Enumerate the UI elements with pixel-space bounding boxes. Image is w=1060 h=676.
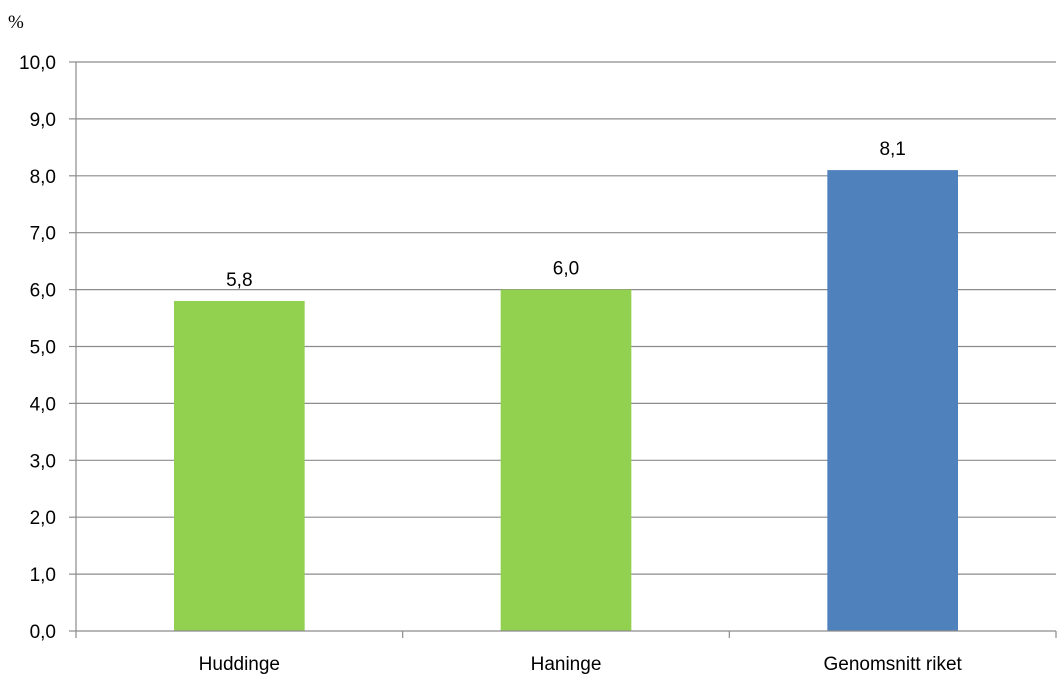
x-axis <box>75 62 1057 638</box>
bars <box>174 170 958 632</box>
bar-huddinge <box>174 300 305 631</box>
category-label: Genomsnitt riket <box>824 654 963 675</box>
category-label: Huddinge <box>199 654 280 675</box>
data-label: 6,0 <box>553 259 579 280</box>
y-axis-unit-label: % <box>8 12 24 33</box>
data-label: 8,1 <box>879 139 905 160</box>
y-axis-tick-labels: 0,0 1,0 2,0 3,0 4,0 5,0 6,0 7,0 8,0 9,0 10,0 <box>19 53 56 643</box>
y-tick-label: 1,0 <box>30 565 56 586</box>
y-tick-label: 3,0 <box>30 451 56 472</box>
category-labels: Huddinge Haninge Genomsnitt riket <box>199 654 963 675</box>
y-tick-label: 6,0 <box>30 281 56 302</box>
y-tick-label: 7,0 <box>30 224 56 245</box>
y-tick-label: 5,0 <box>30 338 56 359</box>
y-tick-label: 0,0 <box>30 622 56 643</box>
bar-haninge <box>500 289 632 631</box>
y-tick-label: 10,0 <box>19 53 56 74</box>
data-label: 5,8 <box>226 270 252 291</box>
data-labels: 5,8 6,0 8,1 <box>226 139 906 291</box>
bar-genomsnitt-riket <box>827 170 958 632</box>
y-tick-label: 8,0 <box>30 167 56 188</box>
y-tick-label: 9,0 <box>30 110 56 131</box>
y-tick-label: 4,0 <box>30 394 56 415</box>
y-tick-label: 2,0 <box>30 508 56 529</box>
category-label: Haninge <box>531 654 602 675</box>
